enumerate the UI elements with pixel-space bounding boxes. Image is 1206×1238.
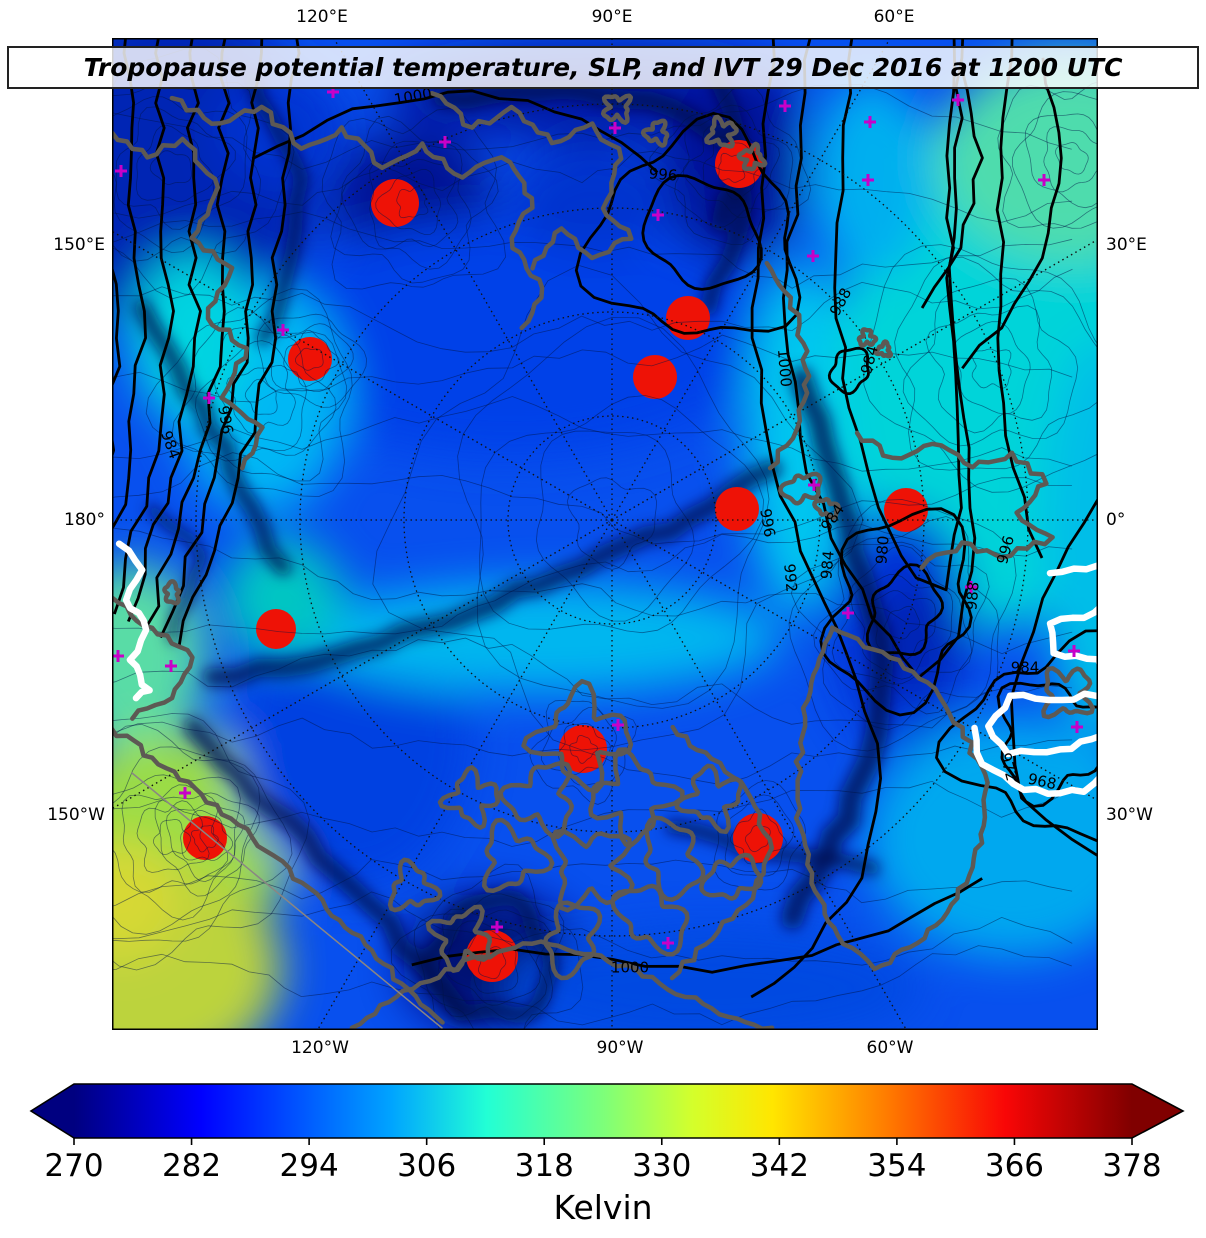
slp-contour-label: 996	[648, 164, 678, 184]
red-marker-dot	[633, 355, 677, 399]
ivt-plus-marker	[277, 324, 289, 336]
axis-label-top-2: 90°E	[591, 7, 633, 27]
slp-contour-label: 984	[817, 550, 837, 580]
colorbar-tick-label: 330	[632, 1148, 692, 1184]
ivt-plus-marker	[779, 100, 791, 112]
ivt-plus-marker	[952, 94, 964, 106]
colorbar-gradient-bar	[29, 1083, 1185, 1139]
colorbar-tick-label: 294	[279, 1148, 339, 1184]
ivt-plus-marker	[1071, 721, 1083, 733]
colorbar-tick-label: 366	[984, 1148, 1045, 1184]
slp-contour-label: 1000	[611, 959, 649, 977]
axis-label-left-3: 150°W	[47, 805, 105, 825]
axis-label-bottom-3: 60°W	[866, 1038, 914, 1058]
axis-label-top-1: 120°E	[296, 7, 348, 27]
ivt-plus-marker	[491, 921, 503, 933]
red-marker-dot	[884, 488, 928, 532]
colorbar	[29, 1083, 1185, 1145]
axis-label-right-1: 30°E	[1106, 235, 1147, 255]
slp-contour-label: 1000	[774, 348, 795, 388]
ivt-plus-marker	[662, 937, 674, 949]
red-marker-dot	[666, 296, 710, 340]
colorbar-tick-label: 270	[44, 1148, 104, 1184]
ivt-plus-marker	[179, 787, 191, 799]
colorbar-tick-label: 378	[1102, 1148, 1162, 1184]
axis-label-bottom-1: 120°W	[291, 1038, 349, 1058]
colorbar-tick-labels: 270 282 294 306 318 330 342 354 366 378	[0, 1148, 1206, 1188]
ivt-plus-marker	[864, 116, 876, 128]
map-title: Tropopause potential temperature, SLP, a…	[7, 46, 1199, 89]
ivt-plus-marker	[1068, 645, 1080, 657]
red-marker-dot	[559, 725, 607, 773]
ivt-plus-marker	[1038, 174, 1050, 186]
ivt-plus-marker	[112, 650, 124, 662]
red-marker-dot	[371, 179, 419, 227]
slp-contour-label: 980	[872, 535, 892, 565]
slp-contour-label: 992	[780, 563, 800, 593]
ivt-plus-marker	[165, 660, 177, 672]
axis-label-bottom-2: 90°W	[596, 1038, 644, 1058]
slp-contour-label: 984	[1011, 659, 1040, 677]
colorbar-tick-label: 354	[867, 1148, 927, 1184]
ivt-plus-marker	[652, 209, 664, 221]
ivt-plus-marker	[808, 479, 820, 491]
axis-label-left-1: 150°E	[53, 235, 105, 255]
colorbar-unit-label: Kelvin	[553, 1188, 653, 1227]
ivt-plus-marker	[965, 581, 977, 593]
colorbar-tick-label: 306	[397, 1148, 457, 1184]
colorbar-tick-label: 318	[514, 1148, 574, 1184]
slp-contour-label: 996	[214, 404, 237, 435]
red-marker-dot	[288, 337, 332, 381]
ivt-plus-marker	[612, 719, 624, 731]
ivt-plus-marker	[609, 122, 621, 134]
red-marker-dot	[256, 609, 296, 649]
ivt-plus-marker	[203, 392, 215, 404]
ivt-plus-marker	[115, 165, 127, 177]
slp-contour-label: 968	[1026, 770, 1058, 794]
axis-label-right-2: 0°	[1106, 510, 1126, 530]
slp-contour-label: 988	[962, 581, 982, 611]
colorbar-tick-label: 282	[161, 1148, 222, 1184]
red-marker-dot	[183, 816, 227, 860]
axis-label-right-3: 30°W	[1106, 805, 1153, 825]
ivt-plus-marker	[842, 607, 854, 619]
ivt-plus-marker	[807, 250, 819, 262]
ivt-plus-marker	[439, 136, 451, 148]
slp-contour-label: 996	[756, 507, 779, 538]
colorbar-tick-label: 342	[749, 1148, 809, 1184]
axis-label-top-3: 60°E	[873, 7, 915, 27]
axis-label-left-2: 180°	[64, 510, 105, 530]
red-marker-dot	[715, 487, 759, 531]
ivt-plus-marker	[862, 174, 874, 186]
